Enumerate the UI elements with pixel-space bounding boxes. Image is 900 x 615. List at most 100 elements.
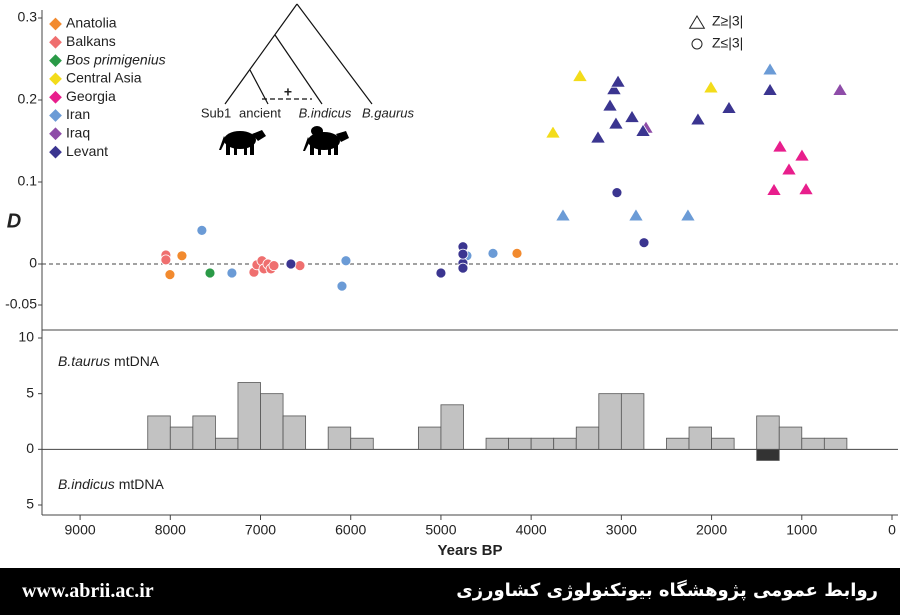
legend-label: Iran: [66, 106, 90, 122]
histogram-bar: [282, 415, 307, 450]
triangle-point: [679, 207, 696, 222]
x-tick-label: 6000: [335, 522, 366, 538]
footer-org: روابط عمومی پژوهشگاه بیوتکنولوژی کشاورزی: [456, 580, 878, 601]
circle-point: [487, 247, 499, 259]
circle-point: [638, 237, 650, 249]
legend-label: Georgia: [66, 88, 116, 104]
triangle-point: [780, 161, 798, 176]
legend-swatch: [49, 109, 62, 122]
circle-point: [511, 247, 523, 259]
histogram-bar: [508, 437, 532, 450]
triangle-point: [571, 68, 589, 82]
circle-point: [196, 224, 208, 236]
histogram-bar: [530, 437, 555, 450]
histogram-bar: [327, 426, 352, 450]
circle-point: [285, 258, 297, 270]
circle-point: [457, 248, 469, 260]
series-name: B.indicus: [58, 476, 115, 492]
triangle-point: [689, 111, 707, 126]
histogram-bar: [778, 426, 803, 450]
circle-point: [294, 260, 306, 272]
y-tick-label: 10: [18, 329, 34, 345]
legend-label: Bos primigenius: [66, 51, 166, 67]
circle-point: [268, 260, 280, 272]
histogram-bar: [350, 437, 374, 450]
y-tick-label: 0.3: [18, 9, 38, 25]
circle-point: [435, 267, 447, 279]
triangle-point: [797, 181, 815, 196]
series-name: B.taurus: [58, 353, 110, 369]
triangle-point: [605, 81, 623, 95]
x-tick-label: 9000: [65, 522, 96, 538]
series-label: B.indicus mtDNA: [58, 476, 164, 492]
tree-diagram: [224, 3, 373, 105]
histogram-bar: [620, 393, 645, 450]
circle-point: [340, 255, 352, 267]
histogram-bar: [666, 437, 690, 450]
circle-point: [160, 254, 172, 266]
y-tick-label: 0.2: [18, 91, 38, 107]
footer-url: www.abrii.ac.ir: [22, 580, 154, 602]
series-unit: mtDNA: [119, 476, 165, 492]
x-tick-label: 8000: [155, 522, 186, 538]
triangle-point: [634, 123, 652, 137]
histogram-bar: [237, 382, 261, 450]
x-tick-label: 5000: [425, 522, 456, 538]
legend-swatch: [49, 72, 62, 86]
series-unit: mtDNA: [114, 353, 160, 369]
legend-swatch: [49, 17, 62, 31]
triangle-point: [544, 125, 562, 139]
circle-point: [226, 267, 238, 279]
x-axis-label: Years BP: [437, 542, 502, 559]
x-tick-label: 4000: [516, 522, 547, 538]
x-tick-label: 0: [888, 522, 896, 538]
histogram-bar: [575, 426, 600, 450]
histogram-bar: [215, 437, 239, 450]
histogram-bar: [756, 415, 780, 450]
histogram-bar: [553, 437, 577, 450]
histogram-bar: [756, 448, 780, 461]
histogram-bar: [147, 415, 171, 450]
histogram-bar: [801, 437, 825, 450]
triangle-point: [589, 129, 607, 144]
legend-label: Central Asia: [66, 70, 142, 86]
circle-point: [176, 250, 188, 262]
legend-swatch: [49, 54, 62, 67]
y-axis-label: D: [7, 210, 21, 232]
y-tick-label: -0.05: [5, 296, 37, 312]
shape-legend-symbol: [691, 38, 703, 50]
histogram-bar: [711, 437, 735, 450]
y-tick-label: 0: [26, 440, 34, 456]
triangle-point: [720, 100, 738, 114]
circle-point: [457, 262, 469, 274]
legend-label: Levant: [66, 143, 108, 159]
series-label: B.taurus mtDNA: [58, 353, 160, 369]
triangle-point: [554, 207, 572, 222]
x-tick-label: 7000: [245, 522, 276, 538]
triangle-point: [627, 207, 645, 222]
histogram-bar: [440, 404, 464, 450]
footer: www.abrii.ac.ir روابط عمومی پژوهشگاه بیو…: [0, 568, 900, 615]
cow-icon: [219, 130, 266, 155]
circle-point: [336, 280, 348, 292]
legend-label: Anatolia: [66, 15, 117, 31]
legend-swatch: [49, 127, 62, 141]
triangle-point: [765, 182, 783, 196]
shape-legend-label: Z≤|3|: [712, 35, 743, 51]
y-tick-label: 5: [26, 496, 34, 512]
histogram-bar: [823, 437, 848, 450]
circle-point: [611, 187, 623, 199]
x-tick-label: 3000: [606, 522, 637, 538]
y-tick-label: 0: [29, 255, 37, 271]
histogram-bar: [260, 393, 284, 450]
figure: + Sub1 ancient B.indicus B.gaurus D Year…: [5, 3, 898, 559]
tree-leaf: B.indicus: [299, 105, 352, 120]
shape-legend-label: Z≥|3|: [712, 13, 743, 29]
triangle-point: [831, 82, 849, 96]
shape-legend-symbol: [688, 15, 706, 29]
triangle-point: [761, 82, 779, 96]
histogram-bar: [688, 426, 712, 450]
tree-leaf: ancient: [239, 105, 281, 120]
y-tick-label: 0.1: [18, 173, 38, 189]
